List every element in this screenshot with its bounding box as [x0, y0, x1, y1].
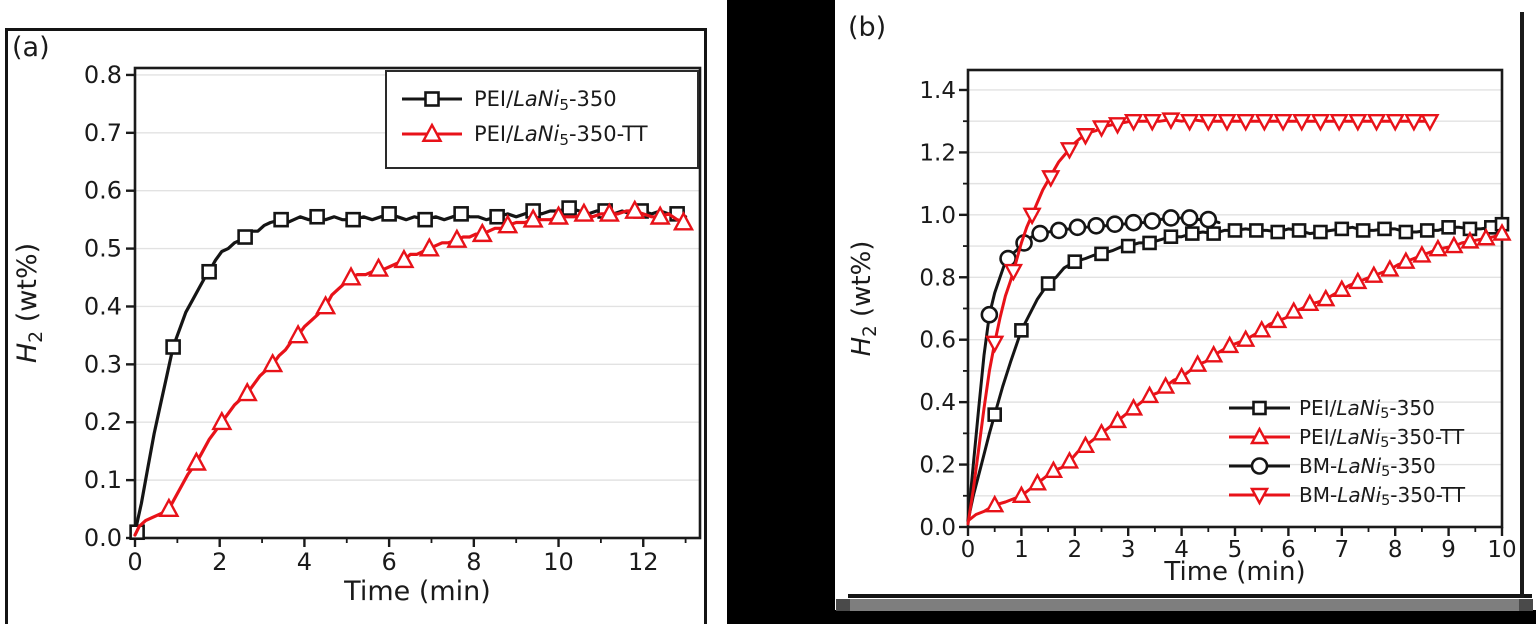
- svg-text:PEI/LaNi5-350-TT: PEI/LaNi5-350-TT: [474, 122, 648, 149]
- x-axis: 0 2 4 6 8 10 12 Time (min): [127, 538, 687, 607]
- y-tick-label: 0.3: [84, 350, 122, 378]
- svg-text:H2 (wt%): H2 (wt%): [12, 243, 47, 363]
- svg-text:BM-LaNi5-350-TT: BM-LaNi5-350-TT: [1299, 483, 1466, 510]
- x-tick-label: 2: [1067, 537, 1082, 563]
- svg-text:PEI/LaNi5-350: PEI/LaNi5-350: [474, 87, 617, 114]
- svg-text:PEI/LaNi5-350-TT: PEI/LaNi5-350-TT: [1299, 425, 1465, 452]
- y-tick-label: 0.6: [919, 328, 956, 354]
- x-axis-title: Time (min): [343, 576, 491, 607]
- chart-b: 0 1 2 3 4 5 6 7 8 9 10 Time (min) 0.0 0.2 0.4 0.6 0.8 1.0…: [847, 68, 1517, 587]
- gray-bar-right-tip: [1519, 599, 1533, 611]
- bottom-black-strip: [727, 610, 1536, 624]
- series-BM-LaNi5-350: [966, 209, 1221, 523]
- legend: PEI/LaNi5-350PEI/LaNi5-350-TTBM-LaNi5-35…: [1229, 396, 1466, 510]
- y-tick-label: 0.0: [84, 524, 122, 552]
- y-tick-label: 0.8: [919, 265, 956, 291]
- panel-b-label: (b): [848, 12, 887, 43]
- legend: PEI/LaNi5-350 PEI/LaNi5-350-TT: [385, 70, 699, 169]
- panel-a-border: [5, 28, 707, 624]
- x-tick-label: 8: [466, 548, 481, 576]
- y-axis: 0.0 0.2 0.4 0.6 0.8 1.0 1.2 1.4 H2 (wt%): [847, 78, 968, 541]
- y-tick-label: 0.2: [84, 408, 122, 436]
- x-tick-label: 4: [1174, 537, 1189, 563]
- panel-a-label: (a): [12, 32, 50, 63]
- x-tick-label: 0: [961, 537, 976, 563]
- panel-b-underline: [848, 594, 1532, 598]
- x-tick-label: 3: [1121, 537, 1136, 563]
- series-PEI-LaNi5-350-TT: [966, 223, 1512, 523]
- x-axis-title: Time (min): [1163, 557, 1305, 587]
- panel-b-right-border: [1520, 12, 1524, 598]
- series-PEI-LaNi5-350: [966, 216, 1510, 523]
- y-tick-label: 1.2: [919, 140, 956, 166]
- gray-bar-left-tip: [836, 599, 850, 611]
- series-PEI-LaNi5-350: [129, 200, 688, 541]
- panel-separator-bar: [727, 0, 835, 624]
- series-PEI-LaNi5-350-TT: [133, 199, 695, 537]
- x-tick-label: 8: [1388, 537, 1403, 563]
- x-tick-label: 2: [212, 548, 227, 576]
- y-axis-title: H2 (wt%): [12, 243, 47, 363]
- chart-a: 0 2 4 6 8 10 12 Time (min) 0.0 0.1 0.2 0.3 0.4 0.5 0.6…: [12, 61, 702, 607]
- x-tick-label: 6: [1281, 537, 1296, 563]
- svg-text:H2 (wt%): H2 (wt%): [847, 241, 881, 357]
- x-tick-label: 1: [1014, 537, 1029, 563]
- x-tick-label: 10: [1487, 537, 1516, 563]
- x-tick-label: 7: [1334, 537, 1349, 563]
- svg-text:PEI/LaNi5-350: PEI/LaNi5-350: [1299, 396, 1435, 423]
- y-tick-label: 0.0: [919, 515, 956, 541]
- y-tick-label: 0.4: [919, 390, 956, 416]
- y-tick-label: 0.8: [84, 61, 122, 89]
- y-axis-title: H2 (wt%): [847, 241, 881, 357]
- plot-frame: [133, 66, 702, 540]
- y-tick-label: 0.1: [84, 466, 122, 494]
- x-tick-label: 9: [1441, 537, 1456, 563]
- x-tick-label: 4: [297, 548, 312, 576]
- y-tick-label: 0.6: [84, 177, 122, 205]
- y-tick-label: 0.7: [84, 119, 122, 147]
- x-tick-label: 0: [127, 548, 142, 576]
- x-tick-label: 5: [1228, 537, 1243, 563]
- y-tick-label: 0.2: [919, 453, 956, 479]
- x-tick-label: 6: [381, 548, 396, 576]
- y-tick-label: 0.4: [84, 292, 122, 320]
- series-BM-LaNi5-350-TT: [966, 112, 1440, 526]
- svg-text:BM-LaNi5-350: BM-LaNi5-350: [1299, 454, 1436, 481]
- y-axis: 0.0 0.1 0.2 0.3 0.4 0.5 0.6 0.7 0.8 H2 (wt%): [12, 61, 135, 552]
- x-tick-label: 12: [628, 548, 659, 576]
- x-tick-label: 10: [543, 548, 574, 576]
- y-tick-label: 1.4: [919, 78, 956, 104]
- y-tick-label: 0.5: [84, 235, 122, 263]
- panel-b-gray-bar: [836, 599, 1533, 611]
- x-axis: 0 1 2 3 4 5 6 7 8 9 10 Time (min): [961, 527, 1517, 587]
- y-tick-label: 1.0: [919, 203, 956, 229]
